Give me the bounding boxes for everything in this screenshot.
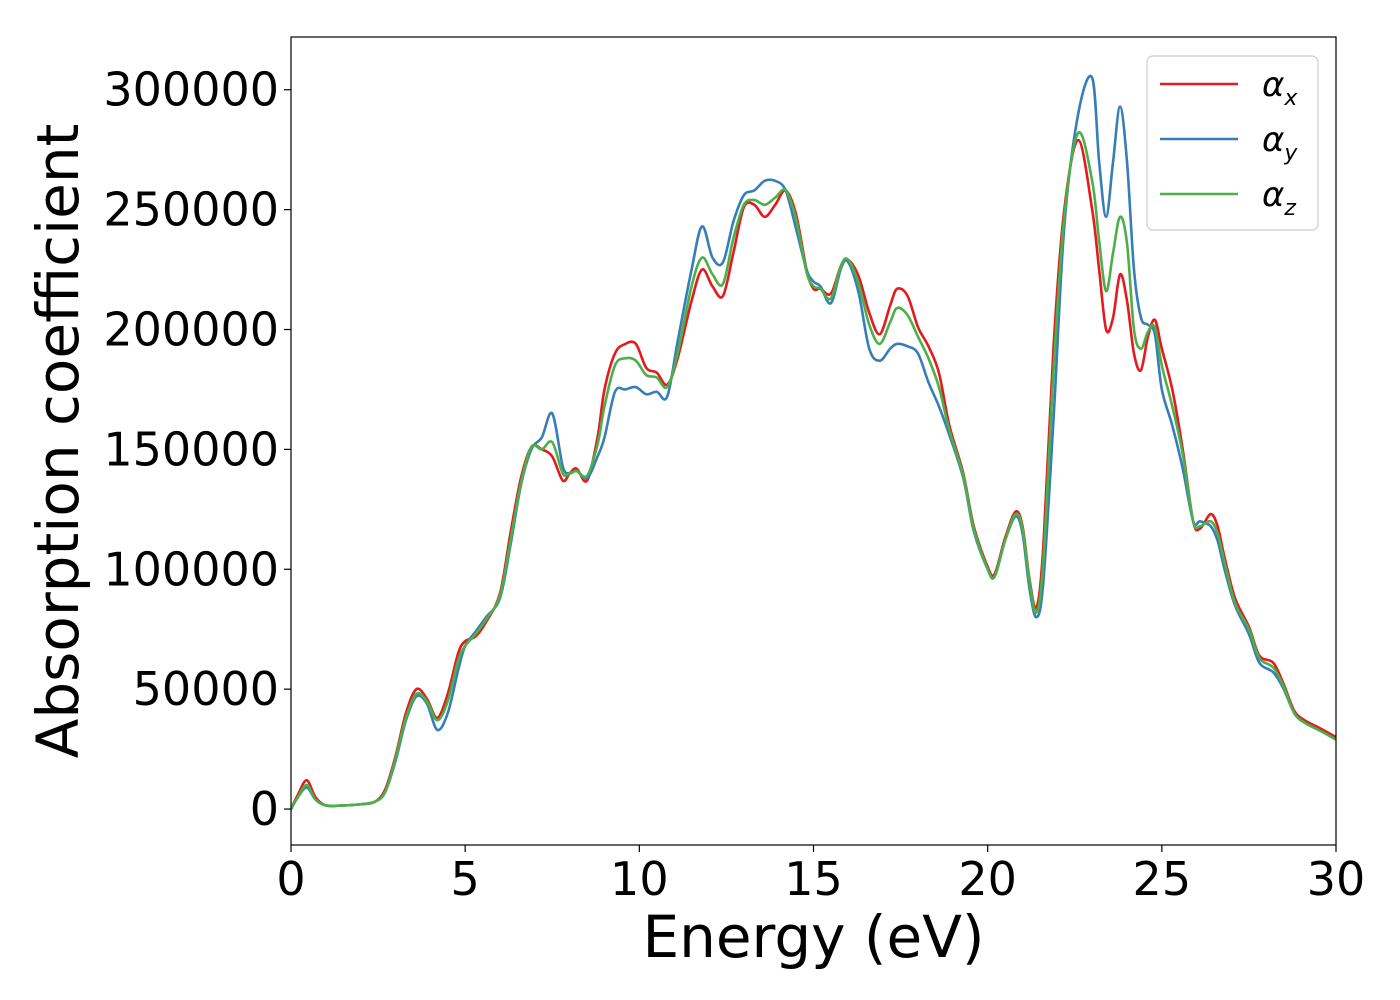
y-tick-label: 0	[250, 782, 279, 836]
plot-area-frame	[290, 36, 1337, 846]
y-tick-label: 300000	[103, 63, 279, 117]
legend-label-x: αx	[1262, 65, 1298, 111]
y-tick-label: 100000	[103, 542, 279, 596]
y-tick-label: 200000	[103, 303, 279, 357]
legend-label-y: αy	[1262, 120, 1298, 166]
x-tick-label: 0	[276, 852, 305, 906]
x-axis-title: Energy (eV)	[642, 903, 984, 971]
y-axis-title: Absorption coefficient	[24, 124, 92, 759]
legend: αx αy αz	[1146, 55, 1319, 231]
x-tick-label: 20	[958, 852, 1017, 906]
x-tick-label: 15	[784, 852, 843, 906]
y-tick-label: 150000	[103, 422, 279, 476]
x-tick-label: 5	[451, 852, 480, 906]
x-tick-label: 10	[610, 852, 669, 906]
tick-layer: 0 5 10 15 20 25 30 0 50000 100000 150000 200000 2500…	[103, 63, 1365, 906]
legend-box	[1146, 55, 1319, 231]
x-tick-label: 25	[1133, 852, 1192, 906]
y-tick-label: 250000	[103, 183, 279, 237]
series-layer	[291, 74, 1336, 811]
legend-label-z: αz	[1262, 175, 1296, 221]
y-tick-label: 50000	[133, 662, 279, 716]
x-tick-label: 30	[1307, 852, 1366, 906]
series-line-z	[291, 131, 1336, 811]
